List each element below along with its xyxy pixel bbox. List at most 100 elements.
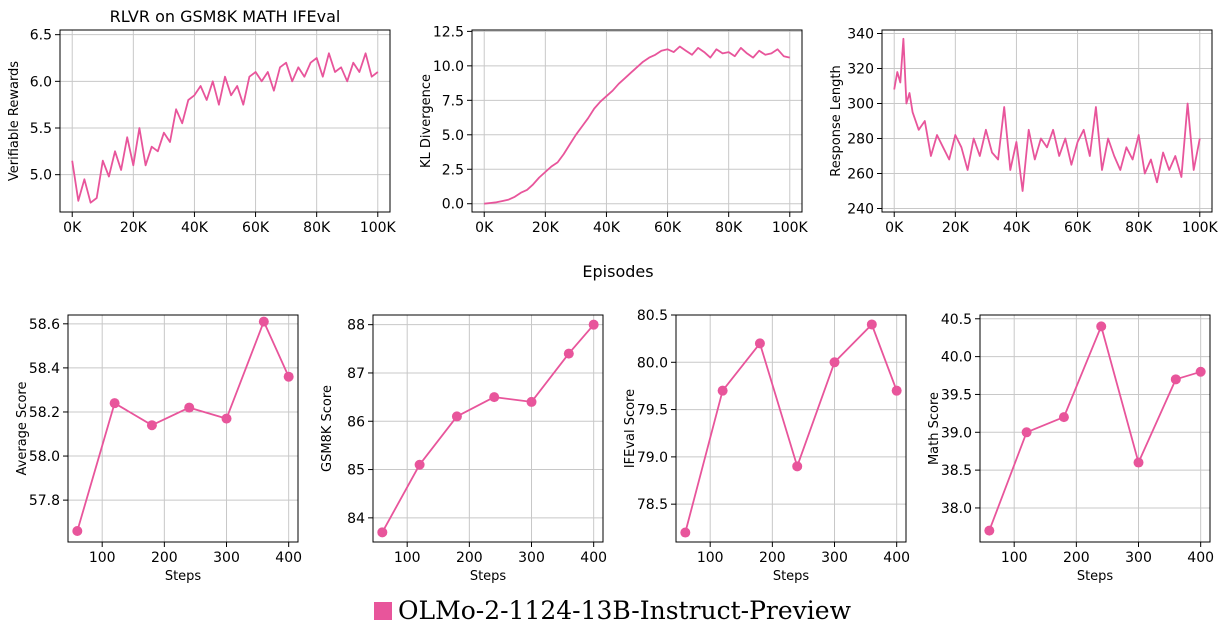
y-tick-label-4: 40.0 <box>941 350 972 366</box>
y-tick-label-2: 39.0 <box>941 425 972 441</box>
x-axis-label: Steps <box>165 569 202 584</box>
x-tick-label-0: 100 <box>89 550 116 566</box>
plot-frame <box>67 314 299 543</box>
series-line <box>484 45 791 205</box>
x-tick-label-2: 300 <box>1125 550 1152 566</box>
x-tick-label-5: 100K <box>772 220 809 236</box>
x-tick-label-0: 100 <box>1001 550 1028 566</box>
y-tick-label-3: 6.5 <box>30 28 52 44</box>
data-point-5 <box>563 348 574 359</box>
y-axis-label: GSM8K Score <box>320 385 335 472</box>
y-tick-label-5: 340 <box>847 27 874 43</box>
data-point-3 <box>792 461 803 472</box>
x-tick-label-4: 80K <box>303 220 331 236</box>
y-tick-label-3: 7.5 <box>442 93 464 109</box>
data-point-6 <box>588 319 599 330</box>
x-tick-label-1: 200 <box>456 550 483 566</box>
x-tick-label-1: 200 <box>1063 550 1090 566</box>
y-tick-label-4: 320 <box>847 62 874 78</box>
y-tick-label-3: 58.4 <box>29 361 60 377</box>
x-tick-label-2: 300 <box>518 550 545 566</box>
y-tick-label-3: 300 <box>847 97 874 113</box>
y-tick-label-1: 2.5 <box>442 162 464 178</box>
x-tick-label-3: 400 <box>1187 550 1214 566</box>
data-point-3 <box>489 392 500 403</box>
y-axis-label: Response Length <box>829 65 844 176</box>
subplot-1: 0K 20K 40K 60K 80K 100K 5.0 5.5 6.0 6.5 Verifiable… <box>7 7 397 236</box>
data-point-4 <box>1133 457 1144 468</box>
data-point-0 <box>984 525 995 536</box>
y-tick-label-2: 5.0 <box>442 128 464 144</box>
data-point-4 <box>526 396 537 407</box>
x-tick-label-2: 40K <box>181 220 209 236</box>
y-tick-label-0: 84 <box>347 511 365 527</box>
y-tick-label-0: 240 <box>847 202 874 218</box>
x-tick-label-1: 20K <box>532 220 560 236</box>
x-tick-label-5: 100K <box>360 220 397 236</box>
shared-x-axis-label: Episodes <box>582 262 653 281</box>
x-tick-label-4: 80K <box>715 220 743 236</box>
y-tick-label-2: 79.5 <box>637 403 668 419</box>
x-tick-label-5: 100K <box>1182 220 1219 236</box>
x-tick-label-2: 300 <box>213 550 240 566</box>
x-tick-label-3: 60K <box>242 220 270 236</box>
data-point-0 <box>680 527 691 538</box>
y-tick-label-0: 5.0 <box>30 168 52 184</box>
figure: Episodes 0K 20K 40K 60K 80K 100K 5.0 5.5 6.0 6.5 V… <box>7 7 1219 584</box>
legend-label: OLMo-2-1124-13B-Instruct-Preview <box>398 596 851 625</box>
x-axis-label: Steps <box>1077 569 1114 584</box>
plot-frame <box>372 314 604 543</box>
subplot-3: 0K 20K 40K 60K 80K 100K 240 260 280 300 320 340 Resp… <box>829 27 1219 237</box>
data-point-3 <box>1096 321 1107 332</box>
x-tick-label-3: 60K <box>1064 220 1092 236</box>
x-tick-label-2: 40K <box>593 220 621 236</box>
data-point-2 <box>451 411 462 422</box>
y-tick-label-3: 39.5 <box>941 387 972 403</box>
plot-frame <box>881 29 1213 213</box>
data-point-5 <box>1170 374 1181 385</box>
y-tick-label-2: 58.2 <box>29 405 60 421</box>
subplot-5: 100 200 300 400 84 85 86 87 88 GSM8K Score Steps <box>320 314 607 584</box>
x-tick-label-3: 400 <box>580 550 607 566</box>
y-tick-label-2: 280 <box>847 132 874 148</box>
y-axis-label: IFEval Score <box>623 389 638 468</box>
series-line <box>893 37 1201 192</box>
x-tick-label-1: 20K <box>942 220 970 236</box>
x-tick-label-3: 60K <box>654 220 682 236</box>
y-axis-label: Average Score <box>15 382 30 476</box>
x-tick-label-1: 20K <box>120 220 148 236</box>
x-tick-label-1: 200 <box>151 550 178 566</box>
y-tick-label-4: 80.5 <box>637 308 668 324</box>
data-point-5 <box>866 319 877 330</box>
y-axis-label: KL Divergence <box>419 74 434 168</box>
data-point-4 <box>221 413 232 424</box>
series-line <box>381 324 595 533</box>
y-tick-label-0: 78.5 <box>637 497 668 513</box>
series-line <box>684 323 898 533</box>
y-tick-label-5: 40.5 <box>941 312 972 328</box>
x-tick-label-3: 400 <box>275 550 302 566</box>
data-point-6 <box>891 385 902 396</box>
subplot-2: 0K 20K 40K 60K 80K 100K 0.0 2.5 5.0 7.5 10.0 12.5 KL… <box>419 24 809 236</box>
x-tick-label-0: 100 <box>394 550 421 566</box>
x-tick-label-4: 80K <box>1125 220 1153 236</box>
y-tick-label-5: 12.5 <box>433 24 464 40</box>
y-tick-label-1: 260 <box>847 167 874 183</box>
data-point-6 <box>283 371 294 382</box>
x-axis-label: Steps <box>470 569 507 584</box>
y-tick-label-4: 10.0 <box>433 59 464 75</box>
y-tick-label-3: 80.0 <box>637 355 668 371</box>
y-axis-label: Math Score <box>927 392 942 465</box>
legend-swatch <box>374 602 392 620</box>
legend: OLMo-2-1124-13B-Instruct-Preview <box>0 596 1225 625</box>
plot-frame <box>471 29 803 213</box>
data-point-1 <box>717 385 728 396</box>
subplot-7: 100 200 300 400 38.0 38.5 39.0 39.5 40.0 40.5 Math… <box>927 312 1214 584</box>
data-point-0 <box>72 525 83 536</box>
y-tick-label-4: 88 <box>347 318 365 334</box>
x-tick-label-0: 0K <box>885 220 904 236</box>
x-tick-label-2: 300 <box>821 550 848 566</box>
plot-frame <box>675 314 907 543</box>
y-tick-label-2: 86 <box>347 414 365 430</box>
plot-frame <box>979 314 1211 543</box>
